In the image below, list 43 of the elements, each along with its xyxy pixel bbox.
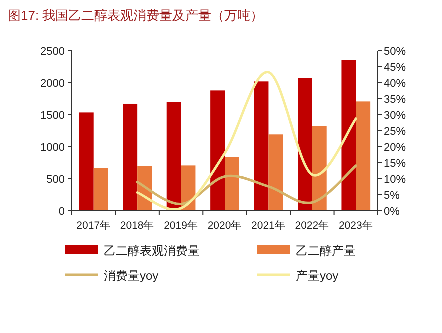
y2-tick-label: 35% — [384, 94, 406, 106]
chart-title: 图17: 我国乙二醇表观消费量及产量（万吨） — [8, 8, 264, 23]
bar — [356, 102, 371, 211]
y2-tick-label: 40% — [384, 78, 406, 90]
bar — [254, 82, 269, 211]
x-tick-label: 2022年 — [295, 220, 330, 232]
y-tick-label: 2000 — [40, 78, 65, 90]
bar — [210, 90, 225, 211]
y-tick-label: 1000 — [40, 142, 65, 154]
line-series — [136, 164, 358, 206]
y-tick-label: 500 — [46, 174, 65, 186]
legend-label: 消费量yoy — [104, 269, 159, 283]
legend-label: 乙二醇产量 — [296, 244, 356, 258]
x-tick-label: 2021年 — [252, 220, 286, 232]
bar — [268, 134, 284, 211]
x-tick-label: 2017年 — [76, 220, 112, 232]
bar — [94, 168, 108, 211]
x-tick-label: 2020年 — [208, 220, 242, 232]
line-series — [136, 71, 358, 211]
bar — [342, 60, 356, 211]
x-tick-label: 2018年 — [120, 220, 155, 232]
y-tick-label: 0 — [58, 206, 65, 218]
y2-tick-label: 50% — [384, 46, 406, 58]
y2-tick-label: 30% — [384, 110, 406, 122]
x-tick-label: 2019年 — [164, 220, 198, 232]
bar — [123, 104, 138, 211]
bar — [166, 102, 182, 211]
y2-tick-label: 5% — [384, 190, 400, 202]
bar — [79, 112, 94, 211]
y2-tick-label: 0% — [384, 206, 400, 218]
y-tick-label: 2500 — [40, 46, 65, 58]
y2-tick-label: 20% — [384, 142, 406, 154]
y2-tick-label: 25% — [384, 126, 406, 138]
bar — [225, 157, 240, 211]
bar — [298, 78, 312, 211]
x-tick-label: 2023年 — [338, 220, 374, 232]
y2-tick-label: 15% — [384, 158, 406, 170]
y2-tick-label: 45% — [384, 62, 406, 74]
y2-tick-label: 10% — [384, 174, 406, 186]
legend-label: 产量yoy — [296, 269, 339, 283]
y-tick-label: 1500 — [40, 110, 65, 122]
legend-label: 乙二醇表观消费量 — [104, 244, 200, 258]
bar — [312, 126, 327, 211]
